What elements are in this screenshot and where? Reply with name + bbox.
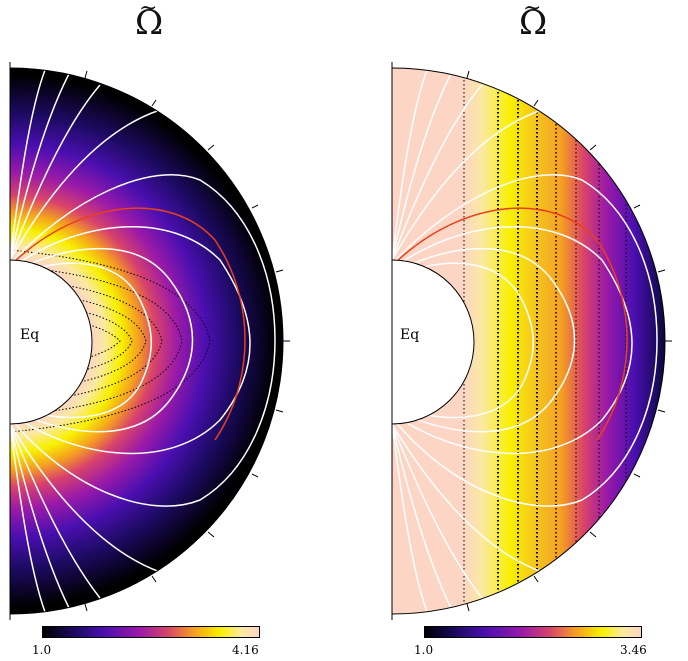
left-highlight-field-line: [13, 207, 246, 441]
left-boundary-ticks: [84, 70, 290, 612]
left-meridional-plot: [9, 62, 290, 620]
right-inner-boundary: [391, 259, 475, 425]
left-inner-boundary: [9, 259, 93, 425]
left-title-accent: ~: [139, 0, 158, 21]
right-panel-title: Ω: [519, 3, 548, 43]
left-panel: ~ Ω: [9, 0, 290, 657]
left-panel-title: Ω: [135, 3, 164, 43]
right-title-accent: ~: [523, 0, 542, 21]
left-equator-label: Eq: [20, 327, 40, 343]
left-rotation-field: [10, 68, 283, 614]
right-meridional-plot: [391, 62, 672, 620]
right-boundary-ticks: [466, 70, 672, 612]
right-highlight-field-line: [395, 207, 628, 441]
right-colorbar-min-label: 1.0: [414, 643, 434, 657]
left-field-lines: [10, 69, 276, 613]
right-field-lines: [392, 69, 658, 613]
left-colorbar: [42, 626, 260, 638]
left-colorbar-max-label: 4.16: [232, 643, 259, 657]
right-rotation-field: [392, 68, 665, 614]
right-panel: ~ Ω: [344, 0, 688, 661]
right-colorbar: [424, 626, 642, 638]
right-equator-label: Eq: [400, 327, 420, 343]
right-colorbar-max-label: 3.46: [620, 643, 647, 657]
left-colorbar-min-label: 1.0: [32, 643, 52, 657]
